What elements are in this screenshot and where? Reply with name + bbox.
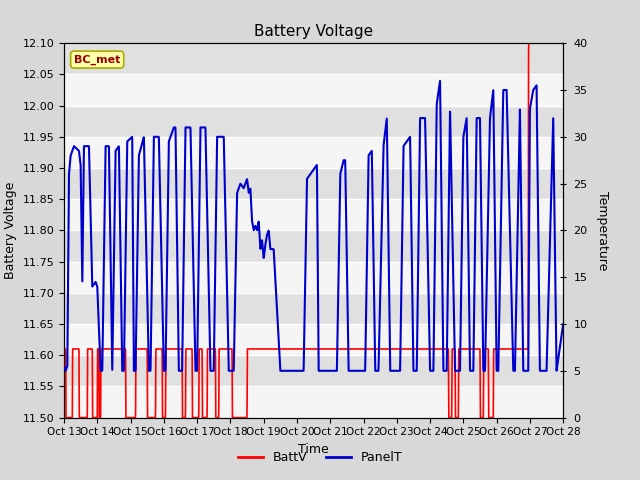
- Bar: [64, 43, 563, 74]
- Bar: [64, 230, 563, 262]
- Y-axis label: Temperature: Temperature: [596, 191, 609, 270]
- Bar: [64, 355, 563, 386]
- Bar: [64, 106, 563, 137]
- Bar: [64, 324, 563, 355]
- Text: BC_met: BC_met: [74, 54, 120, 65]
- Bar: [64, 74, 563, 106]
- Legend: BattV, PanelT: BattV, PanelT: [232, 446, 408, 469]
- Bar: [64, 199, 563, 230]
- Bar: [64, 168, 563, 199]
- Bar: [64, 293, 563, 324]
- Bar: [64, 137, 563, 168]
- Title: Battery Voltage: Battery Voltage: [254, 24, 373, 39]
- X-axis label: Time: Time: [298, 443, 329, 456]
- Bar: [64, 262, 563, 293]
- Y-axis label: Battery Voltage: Battery Voltage: [4, 182, 17, 279]
- Bar: [64, 386, 563, 418]
